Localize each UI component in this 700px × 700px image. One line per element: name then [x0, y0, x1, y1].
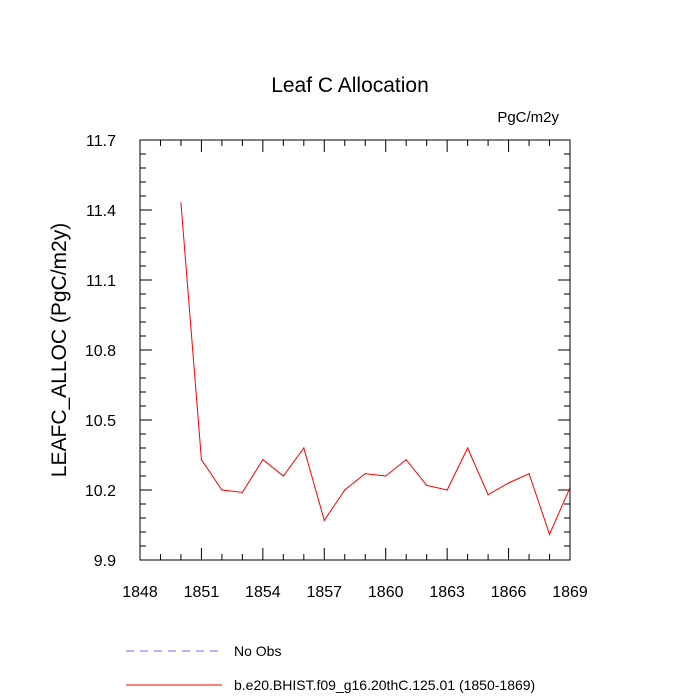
series-line: [180, 202, 571, 536]
x-tick-label: 1863: [429, 584, 465, 601]
x-tick-label: 1848: [122, 584, 158, 601]
data-point: [200, 459, 203, 461]
data-point: [528, 473, 530, 475]
data-point: [180, 202, 182, 204]
x-tick-label: 1860: [368, 584, 404, 601]
y-tick-label: 10.2: [85, 483, 116, 500]
tick-labels: 1848 1851 1854 1857 1860 1863 1866 1869 9.9 10.2 1…: [85, 133, 588, 601]
data-point: [303, 447, 305, 449]
y-tick-label: 11.7: [86, 133, 116, 150]
data-point: [262, 459, 264, 461]
axis-ticks: [139, 139, 571, 561]
y-tick-label: 9.9: [94, 553, 116, 570]
chart-title: Leaf C Allocation: [271, 74, 429, 97]
legend-label-no-obs: No Obs: [234, 643, 281, 659]
data-point: [344, 489, 346, 491]
data-point: [487, 494, 489, 496]
y-tick-label: 11.4: [86, 203, 116, 220]
data-point: [548, 533, 551, 535]
data-point: [241, 491, 243, 493]
y-tick-label: 10.5: [85, 413, 116, 430]
data-point: [323, 519, 325, 521]
y-axis-label: LEAFC_ALLOC (PgC/m2y): [48, 223, 71, 477]
legend: No Obs b.e20.BHIST.f09_g16.20thC.125.01 …: [126, 643, 535, 693]
data-point: [221, 489, 223, 491]
data-point: [446, 489, 448, 491]
data-point: [507, 482, 510, 484]
x-tick-label: 1857: [306, 584, 342, 601]
x-tick-label: 1869: [552, 584, 588, 601]
legend-label-model-run: b.e20.BHIST.f09_g16.20thC.125.01 (1850-1…: [234, 677, 535, 693]
x-tick-label: 1866: [491, 584, 527, 601]
units-label: PgC/m2y: [497, 109, 559, 126]
data-point: [426, 484, 428, 486]
y-tick-label: 10.8: [85, 343, 116, 360]
data-point: [385, 475, 387, 477]
data-point: [405, 459, 407, 461]
data-point: [467, 447, 469, 449]
series-lines: [180, 202, 571, 536]
x-tick-label: 1851: [184, 584, 220, 601]
plot-frame: [139, 139, 571, 561]
y-tick-label: 11.1: [86, 273, 116, 290]
x-tick-label: 1854: [245, 584, 281, 601]
data-point: [364, 473, 366, 475]
data-point: [282, 475, 284, 477]
